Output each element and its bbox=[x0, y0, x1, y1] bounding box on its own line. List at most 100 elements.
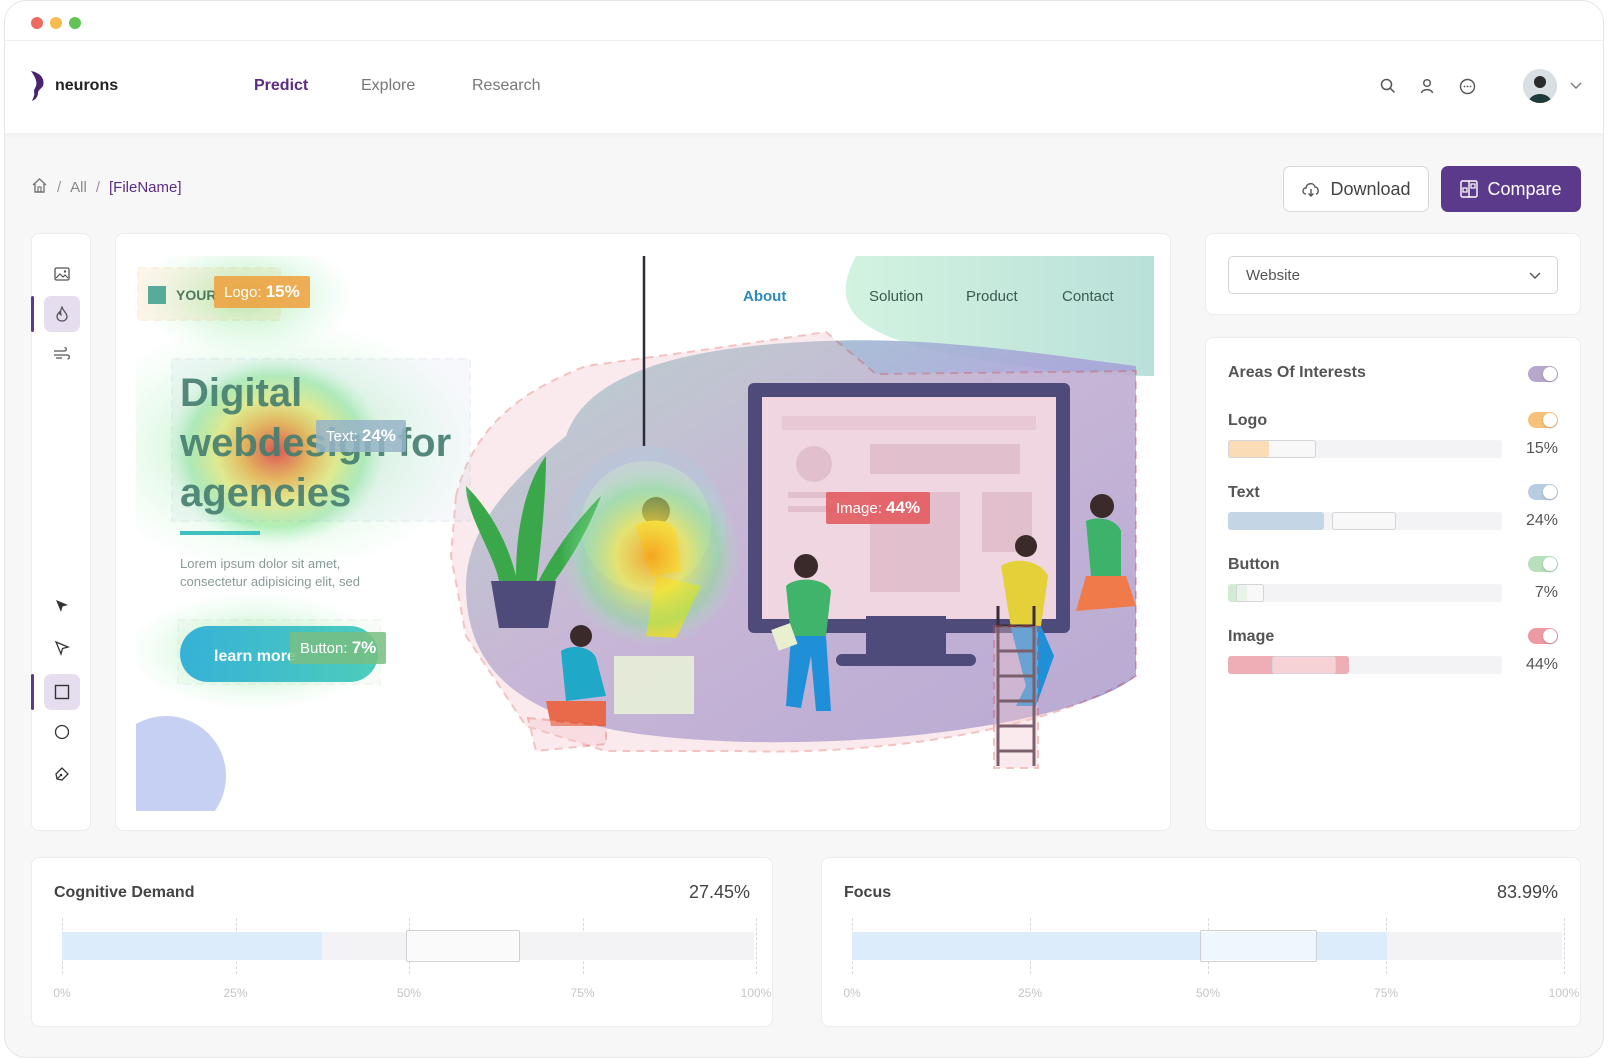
download-button[interactable]: Download bbox=[1283, 166, 1429, 212]
aoi-item-toggle[interactable] bbox=[1528, 628, 1558, 644]
top-navigation: neurons Predict Explore Research bbox=[5, 41, 1603, 133]
aoi-item-bar-range bbox=[1332, 512, 1396, 530]
aoi-item-name: Image bbox=[1228, 628, 1275, 645]
tick-label: 0% bbox=[53, 986, 71, 1000]
nav-predict[interactable]: Predict bbox=[254, 77, 309, 94]
aoi-item-bar-fill bbox=[1228, 440, 1270, 458]
source-select-panel: Website bbox=[1205, 233, 1581, 315]
tick-label: 50% bbox=[396, 986, 422, 1000]
logo-aoi-label[interactable]: Logo: 15% bbox=[214, 276, 310, 308]
title-bar bbox=[5, 1, 1603, 41]
avatar[interactable] bbox=[1523, 69, 1557, 103]
active-tool-indicator bbox=[31, 296, 34, 332]
metric-value: 83.99% bbox=[1496, 882, 1558, 902]
nav-explore[interactable]: Explore bbox=[361, 77, 416, 94]
breadcrumb-separator: / bbox=[95, 179, 101, 196]
button-aoi-name: Button: bbox=[300, 640, 348, 657]
site-headline-line1: Digital bbox=[180, 371, 302, 415]
source-type-value: Website bbox=[1246, 266, 1300, 284]
metric-value: 27.45% bbox=[688, 882, 750, 902]
compare-button[interactable]: Compare bbox=[1441, 166, 1581, 212]
metric-bar-fill bbox=[62, 932, 322, 960]
tick-label: 100% bbox=[740, 986, 772, 1000]
aoi-master-toggle[interactable] bbox=[1528, 366, 1558, 382]
pen-icon[interactable] bbox=[44, 756, 80, 792]
text-aoi-value: 24% bbox=[361, 426, 396, 445]
aoi-item-value: 15% bbox=[1525, 440, 1558, 457]
aoi-item-value: 44% bbox=[1525, 656, 1558, 673]
text-aoi-name: Text: bbox=[326, 428, 358, 445]
pointer-icon[interactable] bbox=[44, 630, 80, 666]
rectangle-icon[interactable] bbox=[44, 674, 80, 710]
minimize-window-button[interactable] bbox=[50, 17, 62, 29]
aoi-item-bar-range bbox=[1228, 440, 1316, 458]
site-nav-product: Product bbox=[966, 288, 1019, 305]
tick-label: 25% bbox=[223, 986, 248, 1000]
metric-bar bbox=[852, 930, 1562, 962]
aoi-item-bar-fill bbox=[1228, 656, 1349, 674]
neurons-logo-icon bbox=[31, 71, 44, 101]
image-icon[interactable] bbox=[44, 256, 80, 292]
site-nav-contact: Contact bbox=[1062, 288, 1115, 305]
aoi-item-toggle[interactable] bbox=[1528, 556, 1558, 572]
aoi-item-bar bbox=[1228, 656, 1502, 674]
tick-label: 75% bbox=[570, 986, 595, 1000]
source-type-select[interactable]: Website bbox=[1228, 256, 1558, 294]
home-icon[interactable] bbox=[31, 177, 48, 198]
circle-icon[interactable] bbox=[44, 714, 80, 750]
button-aoi-label[interactable]: Button: 7% bbox=[290, 632, 387, 664]
aoi-item-toggle[interactable] bbox=[1528, 412, 1558, 428]
maximize-window-button[interactable] bbox=[69, 17, 81, 29]
cloud-download-icon bbox=[1302, 183, 1320, 197]
tick-label: 50% bbox=[1195, 986, 1221, 1000]
breadcrumb-current: [FileName] bbox=[109, 179, 182, 196]
breadcrumb-all[interactable]: All bbox=[70, 179, 87, 196]
aoi-item-bar-range bbox=[1272, 656, 1336, 674]
tick-label: 0% bbox=[843, 986, 861, 1000]
site-body-line1: Lorem ipsum dolor sit amet, bbox=[180, 556, 340, 571]
aoi-item-name: Text bbox=[1228, 484, 1260, 501]
gridline bbox=[756, 918, 757, 974]
tick-label: 25% bbox=[1017, 986, 1043, 1000]
areas-of-interest-panel: Areas Of Interests Logo 15% Text 24% But… bbox=[1205, 337, 1581, 831]
aoi-item-bar-fill bbox=[1228, 512, 1324, 530]
breadcrumb-separator: / bbox=[57, 179, 62, 196]
site-logo-text: YOUR bbox=[176, 287, 216, 303]
text-aoi-label[interactable]: Text: 24% bbox=[316, 420, 406, 452]
close-window-button[interactable] bbox=[31, 17, 43, 29]
nav-research[interactable]: Research bbox=[472, 77, 541, 94]
website-illustration: YOUR About Solution Product Contact Digi… bbox=[136, 256, 1154, 811]
aoi-item-bar bbox=[1228, 440, 1502, 458]
chat-icon[interactable] bbox=[1456, 75, 1478, 97]
aoi-item-bar-fill bbox=[1228, 584, 1248, 602]
user-icon[interactable] bbox=[1416, 75, 1438, 97]
chevron-down-icon[interactable] bbox=[1565, 75, 1587, 97]
site-nav-about: About bbox=[743, 288, 786, 305]
search-icon[interactable] bbox=[1377, 75, 1399, 97]
metric-benchmark-range bbox=[406, 930, 520, 962]
image-aoi-label[interactable]: Image: 44% bbox=[826, 492, 931, 524]
brand-name: neurons bbox=[55, 77, 119, 94]
site-cta-label: learn more bbox=[214, 648, 296, 665]
focus-panel: Focus 83.99% 0% 25% 50% 75% 100% bbox=[821, 857, 1581, 1027]
aoi-item-bar bbox=[1228, 584, 1502, 602]
image-aoi-name: Image: bbox=[836, 500, 882, 517]
metric-title: Focus bbox=[844, 884, 892, 901]
breadcrumb: / All / [FileName] bbox=[31, 177, 182, 198]
aoi-item-value: 24% bbox=[1525, 512, 1558, 529]
aoi-title: Areas Of Interests bbox=[1228, 364, 1366, 381]
brand[interactable]: neurons bbox=[29, 69, 118, 103]
heatmap-icon[interactable] bbox=[44, 296, 80, 332]
active-tool-indicator bbox=[31, 674, 34, 710]
tool-sidebar bbox=[31, 233, 91, 831]
tick-label: 100% bbox=[1548, 986, 1580, 1000]
website-preview-canvas[interactable]: YOUR About Solution Product Contact Digi… bbox=[136, 256, 1154, 811]
compare-icon bbox=[1460, 180, 1479, 198]
aoi-item-toggle[interactable] bbox=[1528, 484, 1558, 500]
cognitive-demand-panel: Cognitive Demand 27.45% 0% 25% 50% 75% 1… bbox=[31, 857, 773, 1027]
download-label: Download bbox=[1330, 178, 1411, 199]
cursor-icon[interactable] bbox=[44, 588, 80, 624]
chevron-down-icon bbox=[1529, 267, 1541, 284]
metric-bar bbox=[62, 930, 754, 962]
wind-icon[interactable] bbox=[44, 336, 80, 372]
